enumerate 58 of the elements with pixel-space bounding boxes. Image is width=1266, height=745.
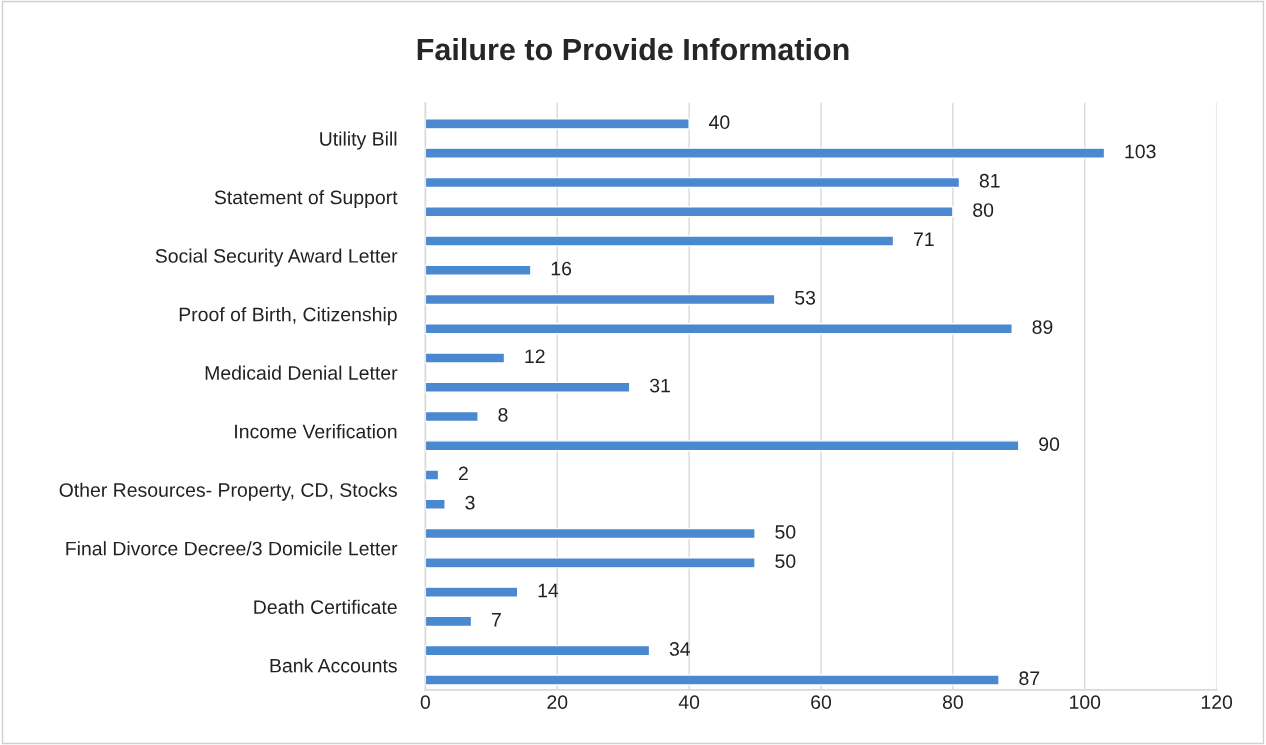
bar [425, 674, 1000, 686]
y-tick-label: Other Resources- Property, CD, Stocks [59, 482, 397, 501]
data-label: 34 [669, 642, 691, 656]
data-label: 40 [709, 115, 730, 130]
bar [425, 644, 651, 657]
bar [425, 557, 756, 569]
data-label: 7 [491, 613, 501, 627]
data-label: 71 [913, 232, 934, 246]
x-tick-label: 0 [420, 695, 431, 710]
data-label: 87 [1019, 671, 1040, 686]
x-tick-label: 60 [811, 695, 832, 710]
data-label: 89 [1032, 320, 1053, 334]
data-label: 81 [979, 173, 1000, 188]
bar [425, 381, 631, 393]
y-tick-label: Social Security Award Letter [155, 248, 398, 267]
bar [425, 147, 1106, 159]
y-tick-label: Statement of Support [214, 190, 398, 209]
data-label: 2 [458, 466, 468, 481]
y-tick-label: Bank Accounts [270, 658, 397, 673]
data-label: 8 [498, 407, 508, 422]
data-label: 16 [551, 261, 572, 276]
y-tick-label: Death Certificate [254, 599, 397, 614]
x-tick-label: 100 [1070, 695, 1101, 710]
data-label: 12 [525, 349, 545, 364]
bar [425, 206, 954, 218]
bar [425, 527, 756, 540]
data-label: 80 [973, 203, 994, 217]
data-label: 31 [649, 378, 670, 393]
y-tick-label: Utility Bill [320, 131, 397, 150]
data-label: 90 [1039, 437, 1060, 452]
x-tick-label: 40 [678, 695, 700, 710]
y-tick-label: Proof of Birth, Citizenship [179, 307, 397, 326]
bar [425, 264, 532, 276]
bar [425, 323, 1013, 335]
bar [425, 235, 895, 247]
data-label: 103 [1125, 144, 1156, 159]
bar [425, 586, 519, 598]
chart-title: Failure to Provide Information [417, 37, 849, 61]
y-tick-label: Final Divorce Decree/3 Domicile Letter [66, 541, 398, 556]
bar [425, 410, 479, 423]
y-tick-label: Medicaid Denial Letter [205, 365, 398, 380]
x-tick-label: 120 [1201, 695, 1233, 710]
bar [425, 469, 440, 481]
bar [425, 176, 961, 189]
data-label: 3 [465, 495, 475, 510]
bar [425, 352, 506, 364]
bar [425, 440, 1020, 452]
data-label: 53 [795, 290, 816, 305]
bar [425, 118, 690, 130]
data-label: 50 [775, 525, 796, 539]
data-label: 50 [775, 554, 796, 569]
bar [425, 498, 446, 510]
data-label: 14 [538, 583, 559, 598]
x-tick-label: 20 [547, 695, 568, 710]
x-tick-label: 80 [942, 695, 963, 710]
bar [425, 615, 473, 628]
y-tick-label: Income Verification [235, 424, 397, 439]
bar [425, 293, 776, 306]
